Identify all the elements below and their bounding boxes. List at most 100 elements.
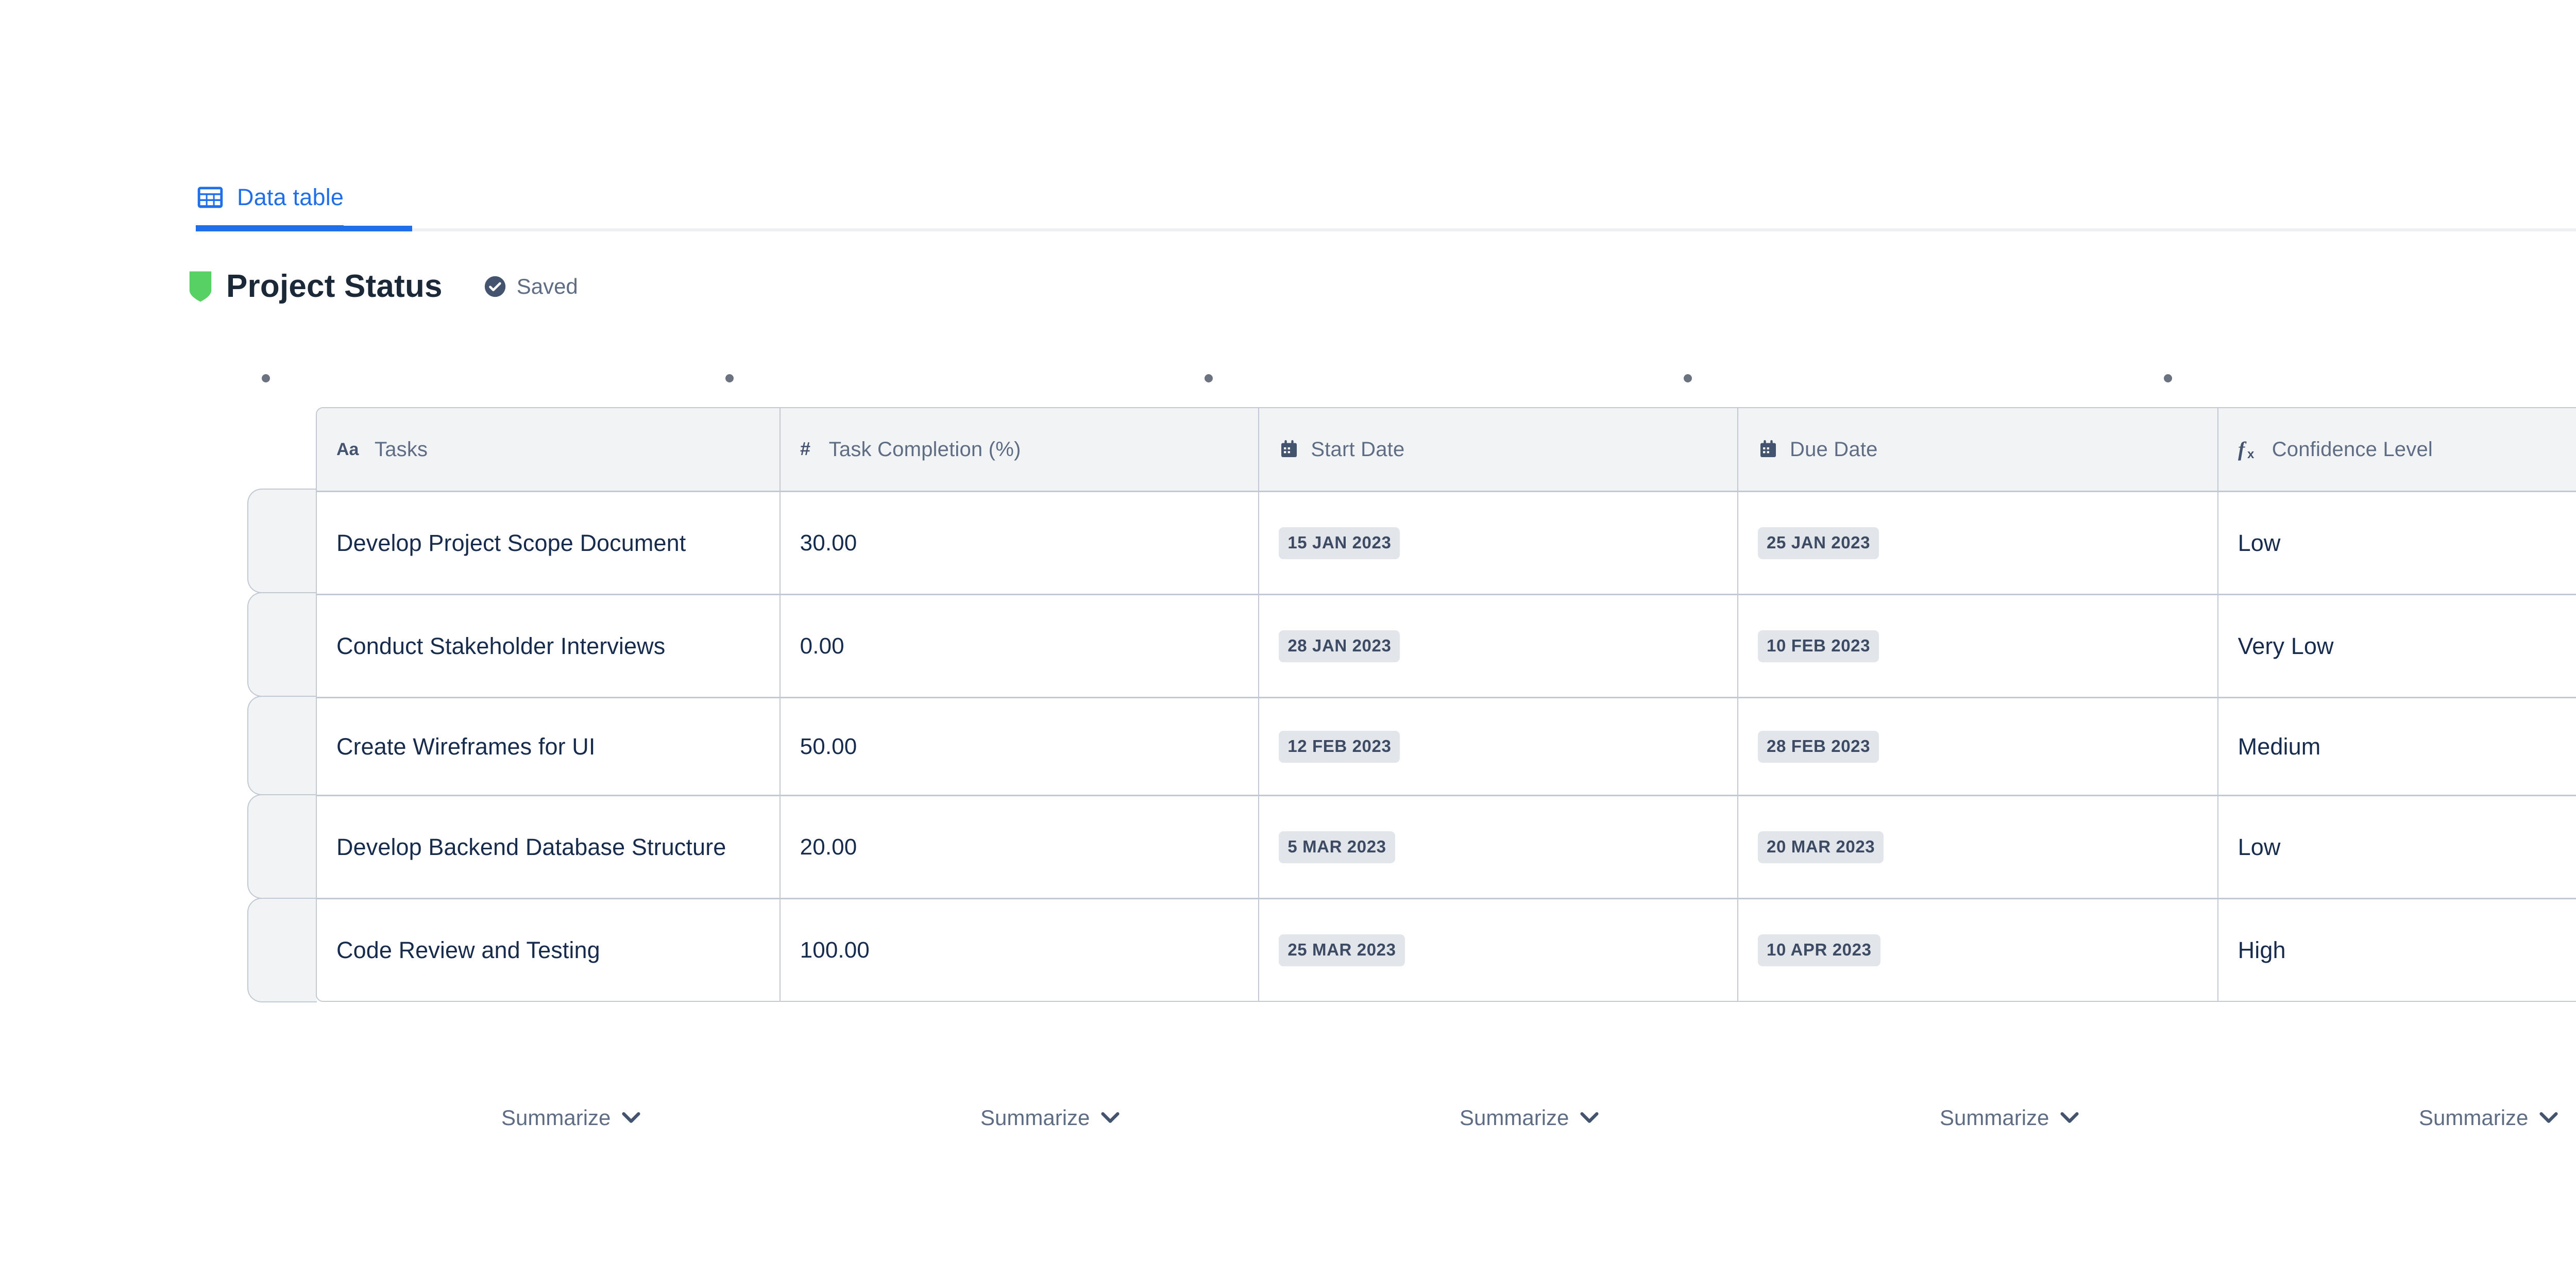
cell-value: 100.00 xyxy=(800,937,870,963)
column-header-confidence-level[interactable]: f x Confidence Level xyxy=(2218,408,2576,491)
cell-value: Low xyxy=(2238,833,2281,860)
row-drag-handle[interactable] xyxy=(247,794,317,899)
cell-task[interactable]: Conduct Stakeholder Interviews xyxy=(317,595,781,697)
table-row[interactable]: Develop Project Scope Document 30.00 15 JA… xyxy=(317,491,2576,594)
calendar-icon xyxy=(1758,439,1778,460)
cell-confidence[interactable]: Very Low xyxy=(2218,595,2576,697)
column-handle-dot[interactable] xyxy=(2164,374,2172,382)
table-row[interactable]: Create Wireframes for UI 50.00 12 FEB 2023… xyxy=(317,697,2576,795)
cell-confidence[interactable]: Low xyxy=(2218,492,2576,594)
cell-task[interactable]: Develop Backend Database Structure xyxy=(317,796,781,898)
summarize-dropdown[interactable]: Summarize xyxy=(1940,1105,2079,1130)
status-badge: Saved xyxy=(484,274,578,299)
date-chip: 25 JAN 2023 xyxy=(1758,527,1879,559)
date-chip: 28 FEB 2023 xyxy=(1758,730,1879,763)
column-handle-dot[interactable] xyxy=(1684,374,1692,382)
cell-completion[interactable]: 100.00 xyxy=(781,899,1260,1001)
cell-value: 30.00 xyxy=(800,530,857,556)
column-handle-dots xyxy=(0,374,2576,384)
chevron-down-icon xyxy=(2539,1112,2558,1124)
date-chip: 12 FEB 2023 xyxy=(1279,730,1400,763)
svg-text:x: x xyxy=(2247,447,2255,461)
column-handle-dot[interactable] xyxy=(262,374,270,382)
cell-due-date[interactable]: 20 MAR 2023 xyxy=(1738,796,2218,898)
cell-value: 20.00 xyxy=(800,834,857,860)
column-handle-dot[interactable] xyxy=(725,374,734,382)
table-row[interactable]: Code Review and Testing 100.00 25 MAR 2023… xyxy=(317,898,2576,1001)
cell-confidence[interactable]: High xyxy=(2218,899,2576,1001)
cell-value: Create Wireframes for UI xyxy=(336,733,596,760)
tab-data-table[interactable]: Data table xyxy=(196,183,344,231)
svg-text:Aa: Aa xyxy=(336,440,360,459)
date-chip: 20 MAR 2023 xyxy=(1758,831,1884,863)
cell-value: 50.00 xyxy=(800,733,857,759)
chevron-down-icon xyxy=(2060,1112,2079,1124)
summarize-dropdown[interactable]: Summarize xyxy=(2419,1105,2558,1130)
column-header-label: Task Completion (%) xyxy=(828,438,1021,461)
page-title: Project Status xyxy=(226,269,443,304)
summarize-label: Summarize xyxy=(1940,1105,2049,1130)
cell-due-date[interactable]: 10 APR 2023 xyxy=(1738,899,2218,1001)
table-grid-icon xyxy=(196,183,225,212)
check-circle-icon xyxy=(484,275,506,298)
cell-value: Conduct Stakeholder Interviews xyxy=(336,632,666,659)
column-header-label: Start Date xyxy=(1311,438,1405,461)
column-header-label: Confidence Level xyxy=(2272,438,2433,461)
cell-value: Develop Backend Database Structure xyxy=(336,833,726,860)
cell-start-date[interactable]: 12 FEB 2023 xyxy=(1259,698,1739,795)
saved-label: Saved xyxy=(516,274,578,298)
row-drag-handle[interactable] xyxy=(247,898,317,1002)
cell-value: 0.00 xyxy=(800,633,844,659)
row-drag-handle[interactable] xyxy=(247,489,317,593)
row-drag-handle[interactable] xyxy=(247,696,317,795)
cell-confidence[interactable]: Low xyxy=(2218,796,2576,898)
row-drag-handle[interactable] xyxy=(247,592,317,697)
summarize-label: Summarize xyxy=(1460,1105,1569,1130)
date-chip: 10 FEB 2023 xyxy=(1758,630,1879,662)
column-handle-dot[interactable] xyxy=(1205,374,1213,382)
summarize-dropdown[interactable]: Summarize xyxy=(980,1105,1120,1130)
summarize-dropdown[interactable]: Summarize xyxy=(1460,1105,1599,1130)
cell-start-date[interactable]: 25 MAR 2023 xyxy=(1259,899,1739,1001)
column-header-label: Due Date xyxy=(1790,438,1878,461)
chevron-down-icon xyxy=(622,1112,640,1124)
cell-task[interactable]: Code Review and Testing xyxy=(317,899,781,1001)
cell-due-date[interactable]: 25 JAN 2023 xyxy=(1738,492,2218,594)
column-header-due-date[interactable]: Due Date xyxy=(1738,408,2218,491)
cell-task[interactable]: Create Wireframes for UI xyxy=(317,698,781,795)
cell-value: Code Review and Testing xyxy=(336,936,600,963)
cell-completion[interactable]: 50.00 xyxy=(781,698,1260,795)
cell-completion[interactable]: 20.00 xyxy=(781,796,1260,898)
table-row[interactable]: Develop Backend Database Structure 20.00 5… xyxy=(317,795,2576,898)
tabbar-track xyxy=(196,228,2576,231)
cell-value: Develop Project Scope Document xyxy=(336,529,686,556)
cell-start-date[interactable]: 15 JAN 2023 xyxy=(1259,492,1739,594)
date-chip: 10 APR 2023 xyxy=(1758,934,1880,966)
chevron-down-icon xyxy=(1580,1112,1599,1124)
cell-completion[interactable]: 0.00 xyxy=(781,595,1260,697)
table-body: Develop Project Scope Document 30.00 15 JA… xyxy=(317,491,2576,1001)
cell-start-date[interactable]: 5 MAR 2023 xyxy=(1259,796,1739,898)
tab-data-table-label: Data table xyxy=(237,184,344,210)
cell-completion[interactable]: 30.00 xyxy=(781,492,1260,594)
summarize-dropdown[interactable]: Summarize xyxy=(501,1105,640,1130)
column-header-label: Tasks xyxy=(375,438,428,461)
column-header-start-date[interactable]: Start Date xyxy=(1259,408,1739,491)
column-header-task-completion[interactable]: # Task Completion (%) xyxy=(781,408,1260,491)
green-shield-icon xyxy=(188,271,226,303)
table-header-row: Aa Tasks # Task Completion (%) Start Date Due… xyxy=(317,408,2576,491)
cell-start-date[interactable]: 28 JAN 2023 xyxy=(1259,595,1739,697)
cell-value: Low xyxy=(2238,529,2281,556)
cell-due-date[interactable]: 10 FEB 2023 xyxy=(1738,595,2218,697)
cell-value: Medium xyxy=(2238,733,2321,760)
date-chip: 15 JAN 2023 xyxy=(1279,527,1400,559)
table-row[interactable]: Conduct Stakeholder Interviews 0.00 28 JAN… xyxy=(317,594,2576,697)
cell-confidence[interactable]: Medium xyxy=(2218,698,2576,795)
number-hash-icon: # xyxy=(800,438,818,461)
title-row: Project Status Saved xyxy=(188,268,578,305)
column-header-tasks[interactable]: Aa Tasks xyxy=(317,408,781,491)
cell-task[interactable]: Develop Project Scope Document xyxy=(317,492,781,594)
cell-due-date[interactable]: 28 FEB 2023 xyxy=(1738,698,2218,795)
cell-value: Very Low xyxy=(2238,632,2334,659)
